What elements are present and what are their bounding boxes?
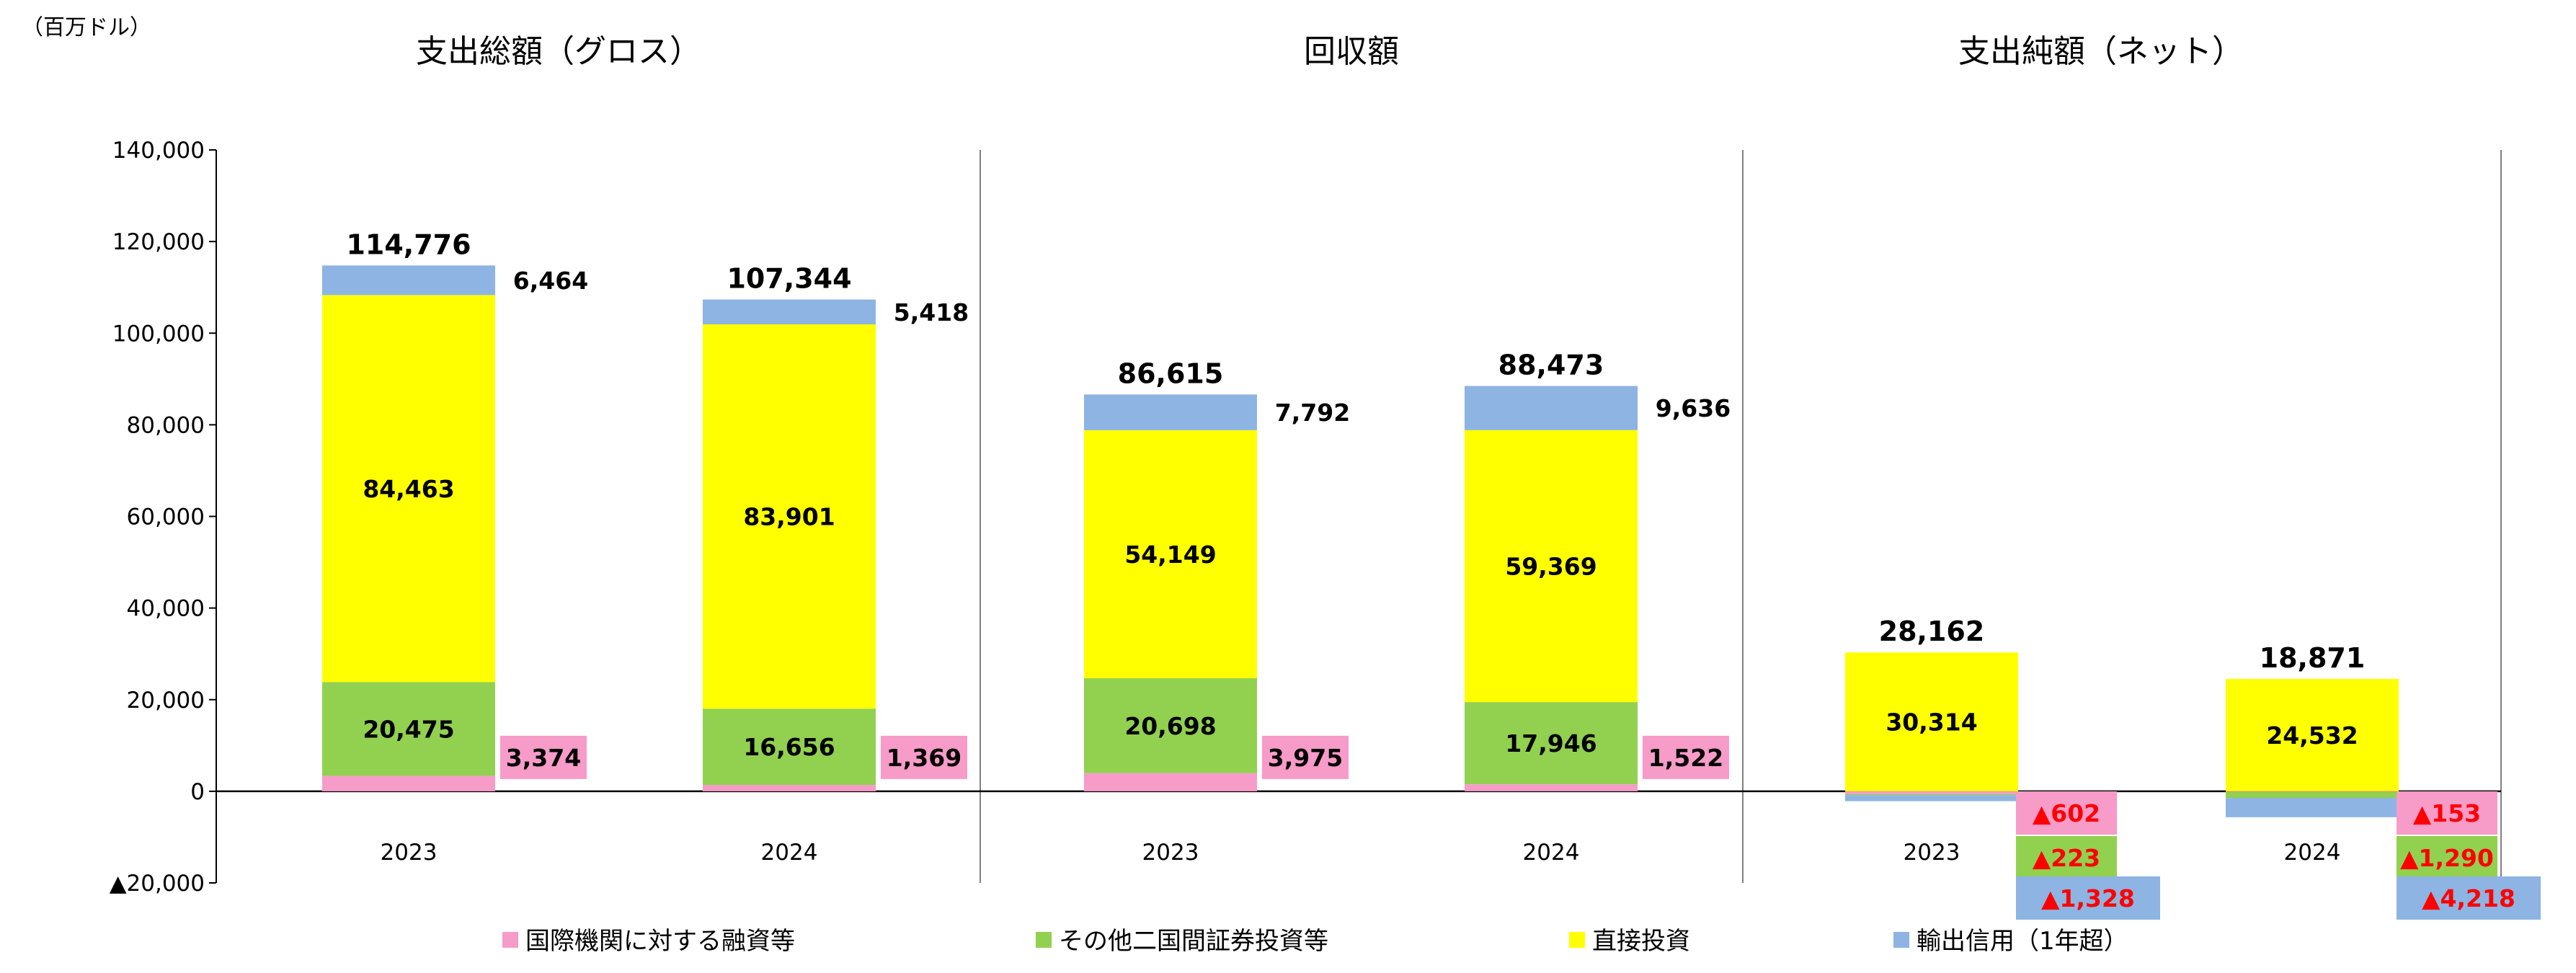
value-label: ▲1,290: [2400, 844, 2494, 872]
bar-segment: [1845, 794, 2018, 796]
label-box: [2016, 791, 2117, 835]
y-tick-label: 100,000: [112, 321, 205, 347]
total-label: 107,344: [727, 263, 851, 295]
legend: 国際機関に対する融資等 その他二国間証券投資等 直接投資 輸出信用（1年超）: [502, 927, 2128, 956]
value-label: ▲4,218: [2422, 884, 2515, 912]
legend-swatch-loans: [502, 932, 518, 948]
panel-title-net: 支出純額（ネット）: [1958, 33, 2244, 70]
legend-label-loans: 国際機関に対する融資等: [525, 927, 795, 956]
bar-segment: [1084, 678, 1257, 773]
value-label: ▲223: [2033, 844, 2100, 872]
label-box: [500, 735, 587, 779]
bar-segment: [1465, 386, 1638, 430]
value-label: 16,656: [743, 733, 835, 761]
x-tick-label: 2024: [761, 840, 818, 866]
legend-label-export-credit: 輸出信用（1年超）: [1917, 927, 2128, 956]
y-tick-label: 40,000: [127, 596, 205, 622]
legend-label-securities: その他二国間証券投資等: [1059, 927, 1328, 956]
value-label: 59,369: [1505, 552, 1596, 580]
label-box: [1643, 735, 1729, 779]
bar-segment: [1845, 791, 2018, 794]
value-label: 7,792: [1275, 399, 1350, 427]
x-tick-label: 2023: [1904, 840, 1960, 866]
bar-segment: [703, 324, 876, 709]
bar-segment: [2226, 678, 2399, 791]
total-label: 114,776: [346, 228, 471, 260]
total-label: 18,871: [2260, 642, 2366, 674]
value-label: 24,532: [2266, 721, 2358, 750]
legend-swatch-export-credit: [1893, 932, 1909, 948]
bar-segment: [1465, 702, 1638, 785]
value-label: 83,901: [743, 503, 835, 531]
label-box: [881, 735, 967, 779]
bar-segment: [1084, 430, 1257, 679]
value-label: 54,149: [1124, 541, 1216, 569]
y-tick-label: 80,000: [127, 412, 205, 438]
value-label: 9,636: [1656, 394, 1731, 422]
x-tick-label: 2024: [1523, 840, 1580, 866]
data-labels: 114,776 84,463 20,475 6,464 3,374 107,344 83,9…: [346, 228, 2541, 920]
bar-segment: [1465, 784, 1638, 791]
bar-segment: [322, 776, 495, 791]
label-box: [2016, 836, 2117, 879]
y-tick-label: 120,000: [112, 229, 205, 255]
bar-segment: [1084, 773, 1257, 791]
panel-title-gross: 支出総額（グロス）: [416, 33, 701, 70]
bar-segment: [703, 299, 876, 325]
bar-segment: [2226, 791, 2399, 792]
label-box: [2397, 836, 2497, 879]
value-label: 20,698: [1124, 712, 1216, 740]
total-label: 86,615: [1118, 357, 1224, 389]
value-label: 3,975: [1268, 744, 1343, 772]
legend-swatch-securities: [1036, 932, 1052, 948]
x-tick-label: 2024: [2284, 840, 2341, 866]
y-tick-label: 140,000: [112, 138, 205, 164]
value-label: 20,475: [363, 715, 454, 743]
y-tick-label: 60,000: [127, 505, 205, 530]
bar-segment: [703, 708, 876, 786]
panel-title-recovery: 回収額: [1304, 33, 1399, 70]
bar-segment: [322, 265, 495, 296]
value-label: 30,314: [1886, 708, 1977, 737]
x-tick-label: 2023: [1142, 840, 1199, 866]
bars: [322, 265, 2399, 817]
value-label: ▲602: [2033, 799, 2100, 827]
label-box: [2397, 791, 2497, 835]
bar-segment: [1845, 652, 2018, 791]
bar-segment: [322, 295, 495, 683]
value-label: 3,374: [506, 744, 581, 772]
x-tick-label: 2023: [381, 840, 438, 866]
label-box: [1262, 735, 1349, 779]
bar-segment: [703, 785, 876, 791]
bar-segment: [2226, 798, 2399, 817]
axes: 140,000 120,000 100,000 80,000 60,000 40,000 2…: [110, 138, 2502, 897]
legend-label-fdi: 直接投資: [1592, 927, 1690, 956]
y-tick-label: 20,000: [127, 688, 205, 714]
bar-segment: [1845, 795, 2018, 801]
value-label: 84,463: [363, 475, 454, 503]
y-tick-label: ▲20,000: [110, 871, 205, 897]
value-label: 17,946: [1505, 729, 1596, 757]
label-box: [2016, 876, 2160, 920]
bar-segment: [1084, 394, 1257, 430]
value-label: 1,522: [1648, 744, 1723, 772]
bar-segment: [2226, 791, 2399, 799]
value-label: ▲153: [2413, 799, 2481, 827]
value-label: 5,418: [894, 298, 969, 326]
y-tick-label: 0: [190, 779, 205, 805]
bar-segment: [322, 682, 495, 776]
legend-swatch-fdi: [1569, 932, 1585, 948]
bar-segment: [1465, 430, 1638, 703]
value-label: ▲1,328: [2041, 884, 2135, 912]
value-label: 1,369: [887, 744, 961, 772]
value-label: 6,464: [513, 267, 588, 295]
total-label: 28,162: [1879, 616, 1985, 647]
total-label: 88,473: [1498, 350, 1604, 381]
label-box: [2397, 876, 2541, 920]
unit-label: （百万ドル）: [22, 15, 151, 40]
